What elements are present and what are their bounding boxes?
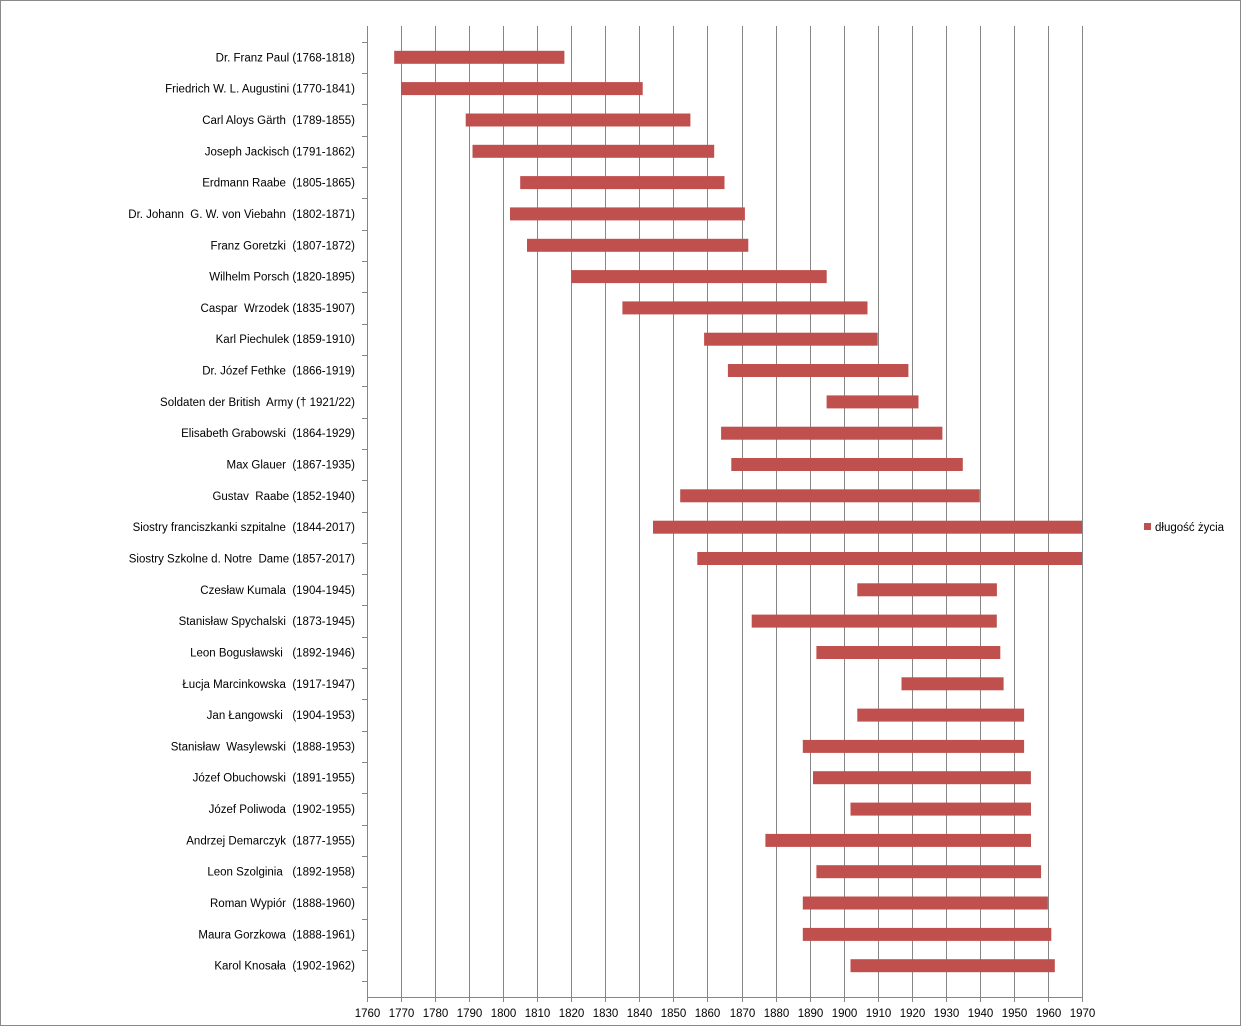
lifespan-bar — [697, 552, 1082, 565]
lifespan-bar — [510, 207, 745, 221]
lifespan-bar — [826, 395, 919, 409]
lifespan-bar — [401, 82, 643, 96]
category-label: Siostry Szkolne d. Notre Dame (1857-2017… — [129, 554, 355, 566]
category-label: Gustav Raabe (1852-1940) — [212, 491, 355, 503]
category-label: Karl Piechulek (1859-1910) — [216, 334, 356, 346]
category-label: Andrzej Demarczyk (1877-1955) — [186, 835, 355, 847]
x-tick-label: 1940 — [968, 1008, 994, 1020]
legend-swatch — [1144, 523, 1151, 530]
lifespan-bar — [850, 959, 1055, 973]
category-label: Soldaten der British Army († 1921/22) — [160, 397, 355, 409]
lifespan-bar — [813, 771, 1031, 785]
x-tick-label: 1920 — [900, 1008, 926, 1020]
lifespan-bar — [816, 646, 1001, 659]
category-label: Stanisław Wasylewski (1888-1953) — [171, 741, 355, 753]
category-label: Dr. Johann G. W. von Viebahn (1802-1871) — [128, 209, 355, 221]
lifespan-bar — [857, 708, 1025, 722]
x-tick-label: 1890 — [798, 1008, 824, 1020]
x-tick-label: 1870 — [730, 1008, 756, 1020]
axes: 1760 1770 1780 1790 1800 1810 1820 1830 1840 1850… — [355, 26, 1096, 1020]
x-tick-label: 1930 — [934, 1008, 960, 1020]
x-tick-label: 1800 — [491, 1008, 517, 1020]
x-tick-label: 1790 — [457, 1008, 483, 1020]
category-label: Czesław Kumala (1904-1945) — [200, 585, 355, 597]
x-tick-label: 1760 — [355, 1008, 381, 1020]
lifespan-bar — [527, 238, 749, 252]
category-label: Maura Gorzkowa (1888-1961) — [198, 929, 355, 941]
lifespan-bar — [765, 833, 1031, 847]
category-label: Caspar Wrzodek (1835-1907) — [201, 303, 356, 315]
x-tick-label: 1780 — [423, 1008, 449, 1020]
lifespan-bar — [751, 614, 997, 628]
category-label: Jan Łangowski (1904-1953) — [207, 710, 355, 722]
category-label: Max Glauer (1867-1935) — [227, 460, 356, 472]
category-label: Stanisław Spychalski (1873-1945) — [179, 616, 356, 628]
x-tick-label: 1950 — [1002, 1008, 1028, 1020]
x-tick-label: 1860 — [695, 1008, 721, 1020]
lifespan-bars — [394, 50, 1082, 973]
lifespan-bar — [680, 489, 980, 503]
category-label: Siostry franciszkanki szpitalne (1844-20… — [133, 522, 356, 534]
lifespan-bar — [721, 426, 943, 440]
category-label: Franz Goretzki (1807-1872) — [211, 240, 356, 252]
x-tick-label: 1840 — [627, 1008, 653, 1020]
category-label: Józef Obuchowski (1891-1955) — [193, 773, 356, 785]
lifespan-bar — [857, 583, 997, 597]
lifespan-bar — [520, 176, 725, 190]
x-tick-label: 1830 — [593, 1008, 619, 1020]
x-tick-label: 1970 — [1070, 1008, 1096, 1020]
gridlines — [401, 26, 1083, 997]
category-labels: Dr. Franz Paul (1768-1818) Friedrich W. L… — [128, 52, 355, 972]
category-label: Carl Aloys Gärth (1789-1855) — [202, 115, 355, 127]
lifespan-bar — [731, 458, 963, 471]
lifespan-bar — [901, 677, 1004, 691]
lifespan-bar — [704, 332, 878, 346]
lifespan-bar — [802, 927, 1052, 941]
lifespan-bar — [802, 896, 1048, 910]
lifespan-bar — [622, 301, 868, 315]
category-label: Wilhelm Porsch (1820-1895) — [209, 272, 355, 284]
category-label: Elisabeth Grabowski (1864-1929) — [181, 428, 355, 440]
x-tick-label: 1910 — [866, 1008, 892, 1020]
x-tick-label: 1960 — [1036, 1008, 1062, 1020]
category-label: Dr. Franz Paul (1768-1818) — [216, 52, 356, 64]
lifespan-bar — [727, 364, 909, 377]
category-label: Karol Knosała (1902-1962) — [214, 961, 355, 973]
category-label: Dr. Józef Fethke (1866-1919) — [202, 366, 355, 378]
category-label: Roman Wypiór (1888-1960) — [210, 898, 355, 910]
lifespan-bar — [472, 144, 715, 158]
category-label: Leon Szolginia (1892-1958) — [207, 867, 355, 879]
category-label: Leon Bogusławski (1892-1946) — [190, 648, 355, 660]
x-tick-label: 1900 — [832, 1008, 858, 1020]
lifespan-bar — [465, 113, 691, 127]
category-label: Joseph Jackisch (1791-1862) — [205, 146, 355, 158]
lifespan-bar — [394, 50, 565, 64]
x-tick-label: 1880 — [764, 1008, 790, 1020]
x-tick-label: 1770 — [389, 1008, 415, 1020]
category-label: Erdmann Raabe (1805-1865) — [202, 178, 355, 190]
category-label: Friedrich W. L. Augustini (1770-1841) — [165, 84, 355, 96]
lifespan-bar — [653, 520, 1082, 534]
category-label: Józef Poliwoda (1902-1955) — [209, 804, 356, 816]
legend-label: długość życia — [1155, 522, 1225, 534]
lifespan-bar — [571, 270, 827, 284]
x-tick-label: 1810 — [525, 1008, 551, 1020]
lifespan-bar — [802, 739, 1025, 753]
lifespan-bar — [816, 865, 1042, 879]
x-tick-label: 1850 — [661, 1008, 687, 1020]
legend: długość życia — [1144, 522, 1225, 534]
x-tick-label: 1820 — [559, 1008, 585, 1020]
category-label: Łucja Marcinkowska (1917-1947) — [182, 679, 355, 691]
lifespan-bar — [850, 802, 1031, 816]
